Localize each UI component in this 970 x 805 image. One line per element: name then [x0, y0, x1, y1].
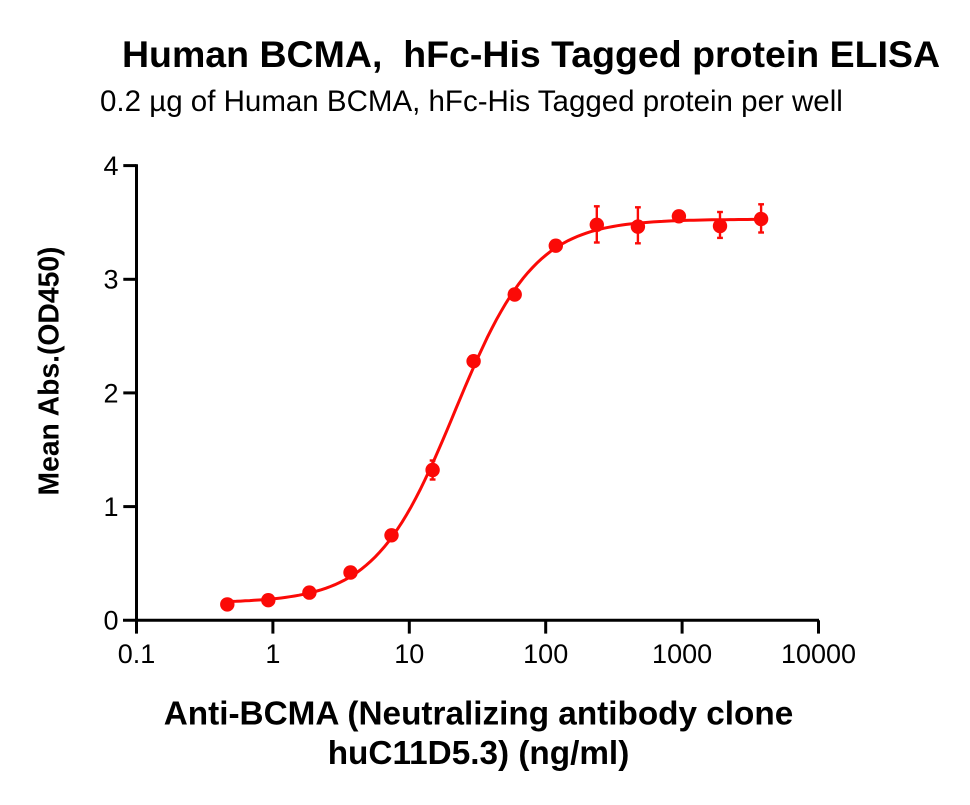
svg-text:10000: 10000 — [781, 639, 856, 669]
svg-text:huC11D5.3) (ng/ml): huC11D5.3) (ng/ml) — [328, 735, 630, 772]
svg-text:0.2 µg of Human BCMA, hFc-His: 0.2 µg of Human BCMA, hFc-His Tagged pro… — [100, 85, 843, 118]
svg-text:100: 100 — [523, 639, 568, 669]
svg-text:0.1: 0.1 — [118, 639, 156, 669]
svg-text:1: 1 — [103, 492, 118, 522]
svg-text:4: 4 — [103, 151, 118, 181]
svg-text:2: 2 — [103, 378, 118, 408]
svg-text:0: 0 — [103, 606, 118, 636]
svg-text:3: 3 — [103, 265, 118, 295]
svg-text:Human BCMA, hFc-His Tagged pr: Human BCMA, hFc-His Tagged protein ELISA — [122, 33, 940, 75]
svg-text:1000: 1000 — [652, 639, 712, 669]
svg-text:10: 10 — [394, 639, 424, 669]
svg-text:1: 1 — [265, 639, 280, 669]
svg-text:Anti-BCMA (Neutralizing antibo: Anti-BCMA (Neutralizing antibody clone — [164, 696, 794, 733]
svg-text:Mean Abs.(OD450): Mean Abs.(OD450) — [33, 247, 65, 496]
